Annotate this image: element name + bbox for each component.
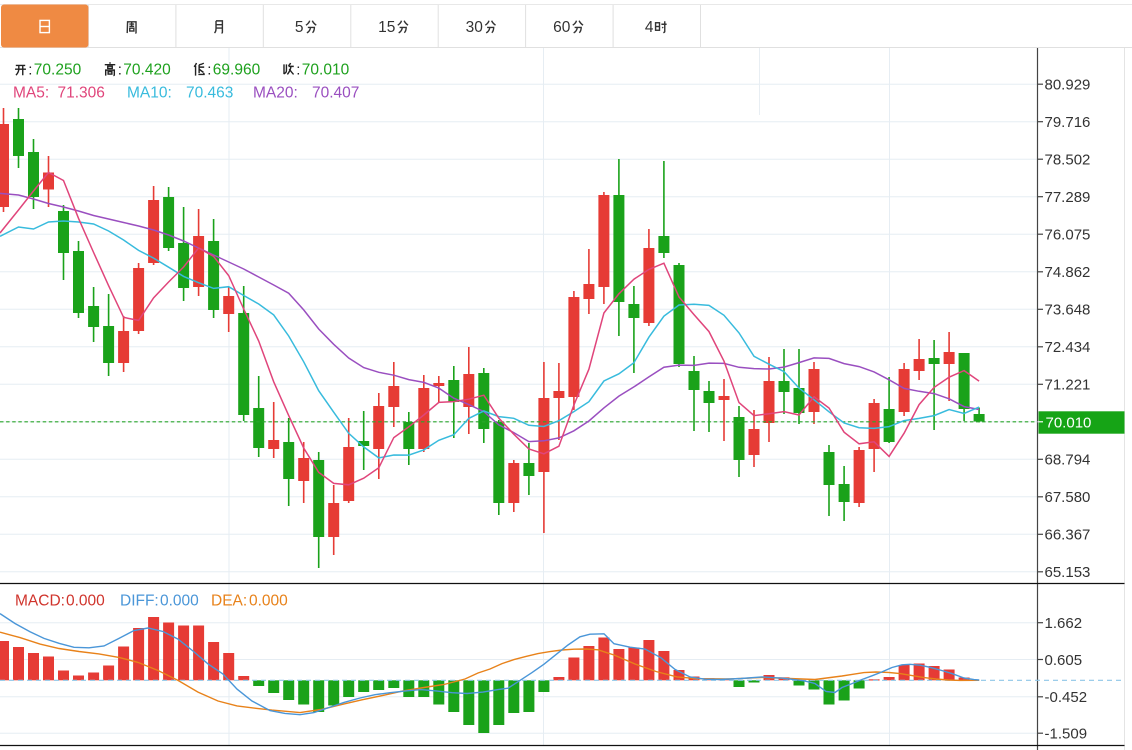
svg-text::: : (28, 62, 32, 79)
svg-text:60: 60 (553, 19, 571, 36)
svg-text:72.434: 72.434 (1045, 339, 1091, 356)
svg-text:4: 4 (645, 19, 654, 36)
svg-text:67.580: 67.580 (1045, 489, 1091, 506)
svg-text:DEA:: DEA: (211, 593, 247, 610)
svg-text:69.960: 69.960 (213, 62, 261, 79)
svg-text:15: 15 (378, 19, 395, 36)
svg-text:74.862: 74.862 (1045, 264, 1091, 281)
svg-text:5: 5 (295, 19, 304, 36)
svg-text:0.605: 0.605 (1045, 652, 1083, 669)
svg-text:0.000: 0.000 (66, 593, 105, 610)
svg-text:70.010: 70.010 (302, 62, 350, 79)
svg-text:0.000: 0.000 (160, 593, 199, 610)
svg-text:79.716: 79.716 (1045, 114, 1091, 131)
svg-text:MA10:: MA10: (127, 85, 172, 102)
svg-text:70.250: 70.250 (34, 62, 82, 79)
svg-text:MA5:: MA5: (13, 85, 49, 102)
svg-text:70.420: 70.420 (123, 62, 171, 79)
svg-text:MACD:: MACD: (15, 593, 65, 610)
svg-text::: : (207, 62, 211, 79)
svg-text:65.153: 65.153 (1045, 564, 1091, 581)
svg-text:1.662: 1.662 (1045, 615, 1083, 632)
svg-text:DIFF:: DIFF: (120, 593, 159, 610)
svg-text::: : (118, 62, 122, 79)
svg-text::: : (296, 62, 300, 79)
svg-text:30: 30 (466, 19, 484, 36)
svg-text:73.648: 73.648 (1045, 302, 1091, 319)
svg-text:71.221: 71.221 (1045, 377, 1091, 394)
svg-text:70.463: 70.463 (186, 85, 233, 102)
svg-text:70.407: 70.407 (312, 85, 359, 102)
svg-text:76.075: 76.075 (1045, 227, 1091, 244)
svg-text:71.306: 71.306 (58, 85, 105, 102)
svg-text:-1.509: -1.509 (1045, 726, 1088, 743)
svg-text:78.502: 78.502 (1045, 152, 1091, 169)
svg-text:-0.452: -0.452 (1045, 689, 1088, 706)
svg-text:66.367: 66.367 (1045, 527, 1091, 544)
svg-text:MA20:: MA20: (253, 85, 298, 102)
svg-text:80.929: 80.929 (1045, 77, 1091, 94)
svg-text:77.289: 77.289 (1045, 189, 1091, 206)
svg-text:70.010: 70.010 (1046, 414, 1092, 431)
svg-text:0.000: 0.000 (249, 593, 288, 610)
svg-text:68.794: 68.794 (1045, 452, 1091, 469)
